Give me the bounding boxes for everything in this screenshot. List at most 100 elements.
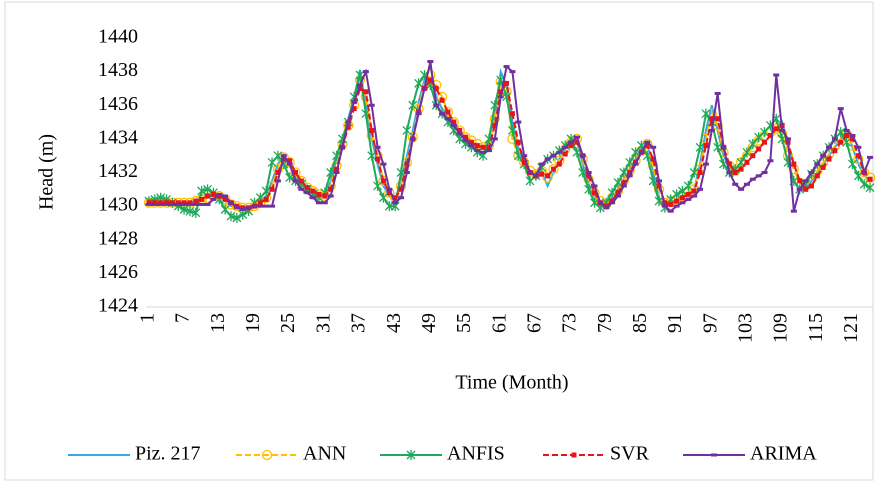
data-point: [837, 107, 844, 111]
data-point: [859, 167, 870, 178]
data-point: [562, 145, 569, 149]
data-point: [619, 167, 629, 178]
data-point: [152, 200, 158, 206]
x-tick-label: 25: [277, 313, 299, 333]
data-point: [198, 202, 205, 206]
data-point: [791, 161, 797, 167]
x-tick-label: 91: [664, 313, 686, 333]
legend-label: SVR: [610, 443, 650, 465]
data-point: [280, 154, 287, 158]
data-point: [625, 157, 635, 168]
data-point: [548, 163, 559, 175]
data-point: [414, 78, 424, 89]
data-point: [351, 100, 358, 104]
data-point: [609, 201, 616, 205]
data-point: [356, 83, 363, 87]
x-tick-label: 73: [559, 313, 581, 333]
data-point: [708, 128, 715, 132]
series-line: [148, 78, 871, 209]
x-tick-label: 115: [805, 313, 827, 342]
data-point: [273, 150, 283, 161]
data-point: [234, 203, 240, 209]
data-point: [210, 191, 216, 197]
x-tick-label: 7: [172, 313, 194, 323]
data-point: [427, 60, 434, 64]
data-point: [603, 206, 610, 210]
data-point: [415, 112, 422, 116]
data-point: [199, 196, 205, 202]
data-point: [374, 145, 381, 149]
data-point: [515, 120, 522, 124]
x-tick-label: 79: [594, 313, 616, 333]
data-point: [457, 127, 463, 133]
data-point: [849, 134, 856, 138]
x-tick-label: 19: [242, 313, 264, 333]
data-point: [855, 153, 861, 159]
data-point: [185, 206, 195, 217]
data-point: [820, 154, 827, 158]
data-point: [240, 205, 246, 211]
data-point: [285, 172, 295, 183]
x-tick-label: 85: [629, 313, 651, 333]
data-point: [744, 159, 750, 165]
data-point: [444, 117, 451, 121]
data-point: [685, 191, 691, 197]
data-point: [689, 167, 699, 178]
data-point: [404, 161, 410, 167]
data-point: [402, 125, 412, 136]
data-point: [627, 170, 633, 175]
data-point: [439, 97, 445, 103]
data-point: [732, 182, 739, 186]
data-point: [398, 196, 405, 200]
data-point: [328, 186, 334, 192]
data-point: [292, 179, 299, 183]
data-point: [463, 134, 469, 140]
data-point: [439, 112, 446, 116]
series-line: [148, 73, 871, 219]
data-point: [298, 187, 305, 191]
data-point: [709, 116, 715, 122]
data-point: [650, 156, 656, 162]
data-point: [615, 190, 621, 196]
data-point: [750, 153, 756, 159]
data-point: [362, 70, 369, 74]
data-point: [175, 202, 182, 206]
x-tick-label: 43: [383, 313, 405, 333]
data-point: [433, 85, 439, 91]
data-point: [861, 171, 868, 174]
data-point: [803, 186, 809, 192]
data-point: [697, 170, 703, 175]
data-point: [656, 179, 663, 183]
legend-marker: [261, 449, 273, 461]
data-point: [656, 183, 662, 189]
data-point: [743, 182, 750, 186]
data-point: [351, 106, 357, 112]
data-point: [169, 200, 175, 206]
data-point: [163, 202, 170, 206]
y-axis-title: Head (m): [36, 134, 58, 210]
y-tick-label: 1424: [98, 295, 138, 317]
data-point: [145, 202, 152, 206]
data-point: [773, 126, 779, 132]
data-point: [239, 207, 246, 211]
data-point: [562, 151, 568, 157]
data-point: [357, 85, 363, 91]
data-point: [187, 200, 193, 206]
data-point: [409, 137, 416, 141]
data-point: [191, 207, 201, 218]
data-point: [146, 200, 152, 206]
data-point: [205, 193, 211, 199]
data-point: [304, 191, 311, 195]
data-point: [468, 139, 474, 145]
data-point: [544, 157, 551, 161]
data-point: [462, 139, 469, 143]
data-point: [486, 144, 492, 150]
data-point: [274, 179, 281, 183]
data-point: [257, 204, 264, 208]
y-tick-label: 1438: [98, 59, 138, 81]
data-point: [584, 184, 594, 195]
data-point: [779, 128, 786, 132]
data-point: [492, 122, 498, 128]
data-point: [386, 187, 393, 191]
data-point: [609, 198, 615, 204]
